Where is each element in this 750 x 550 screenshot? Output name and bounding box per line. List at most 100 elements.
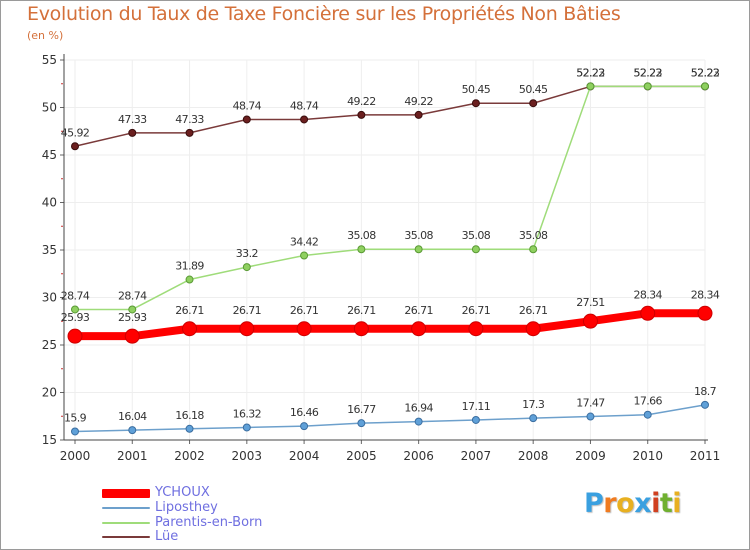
y-tick-label: 30: [42, 291, 57, 305]
logo-letter: i: [672, 488, 682, 519]
data-point-parentis-en-born: [701, 82, 709, 91]
data-point-l-e: [357, 110, 366, 119]
x-tick-label: 2000: [60, 449, 91, 463]
data-point-ychoux: [697, 305, 713, 321]
data-point-liposthey: [242, 423, 251, 432]
legend-item-liposthey: Liposthey: [102, 501, 218, 515]
data-point-liposthey: [529, 414, 538, 423]
data-label-l-e: 47.33: [118, 113, 147, 126]
data-label-parentis-en-born: 35.08: [462, 229, 491, 242]
logo-letter: r: [603, 488, 617, 519]
series-line-ychoux: [71, 309, 709, 341]
data-label-ychoux: 26.71: [175, 304, 204, 317]
data-label-l-e: 52.22: [691, 66, 720, 79]
data-point-parentis-en-born: [357, 245, 366, 254]
data-point-parentis-en-born: [643, 82, 652, 91]
data-label-parentis-en-born: 34.42: [290, 236, 319, 249]
data-label-liposthey: 16.04: [118, 410, 147, 423]
data-label-ychoux: 26.71: [347, 304, 376, 317]
data-label-ychoux: 27.51: [576, 296, 605, 309]
data-point-ychoux: [353, 321, 369, 337]
data-point-parentis-en-born: [71, 305, 79, 314]
data-label-ychoux: 26.71: [462, 304, 491, 317]
data-point-parentis-en-born: [586, 82, 595, 91]
data-label-l-e: 47.33: [175, 113, 204, 126]
y-tick-label: 45: [42, 148, 57, 162]
data-label-ychoux: 26.71: [290, 304, 319, 317]
logo-letter: i: [651, 488, 660, 519]
data-point-ychoux: [582, 313, 598, 329]
y-tick-label: 15: [42, 433, 57, 447]
y-tick-label: 20: [42, 386, 57, 400]
data-label-l-e: 45.92: [61, 126, 90, 139]
data-point-liposthey: [701, 400, 709, 409]
data-point-parentis-en-born: [300, 251, 309, 260]
x-tick-label: 2002: [174, 449, 205, 463]
data-point-ychoux: [239, 321, 255, 337]
legend-item-l-e: Lüe: [102, 530, 178, 544]
data-label-parentis-en-born: 28.74: [61, 289, 90, 302]
data-point-ychoux: [468, 321, 484, 337]
legend-label: YCHOUX: [155, 485, 210, 500]
data-point-liposthey: [471, 415, 480, 424]
x-tick-label: 2010: [632, 449, 663, 463]
data-label-liposthey: 16.94: [404, 402, 433, 415]
data-point-l-e: [242, 115, 251, 124]
data-point-parentis-en-born: [242, 263, 251, 272]
data-point-ychoux: [182, 321, 198, 337]
logo-letter: t: [659, 488, 673, 519]
chart-title: Evolution du Taux de Taxe Foncière sur l…: [27, 3, 621, 25]
data-point-liposthey: [185, 424, 194, 433]
x-tick-label: 2003: [232, 449, 263, 463]
data-point-liposthey: [586, 412, 595, 421]
logo-letter: o: [616, 488, 635, 519]
data-label-liposthey: 17.11: [462, 400, 491, 413]
data-label-ychoux: 26.71: [404, 304, 433, 317]
data-label-parentis-en-born: 35.08: [347, 229, 376, 242]
x-tick-label: 2006: [403, 449, 434, 463]
data-label-parentis-en-born: 28.74: [118, 289, 147, 302]
y-tick-label: 40: [42, 196, 57, 210]
data-point-l-e: [300, 115, 309, 124]
y-tick-label: 55: [42, 53, 57, 67]
data-point-liposthey: [414, 417, 423, 426]
data-label-liposthey: 17.47: [576, 397, 605, 410]
data-label-ychoux: 28.34: [633, 288, 662, 301]
x-tick-label: 2011: [690, 449, 721, 463]
data-point-ychoux: [525, 321, 541, 337]
data-label-l-e: 49.22: [347, 95, 376, 108]
data-point-l-e: [71, 142, 79, 151]
x-tick-label: 2005: [346, 449, 377, 463]
y-tick-label: 50: [42, 101, 57, 115]
data-point-liposthey: [300, 422, 309, 431]
legend-swatch: [102, 536, 150, 538]
data-label-ychoux: 28.34: [691, 288, 720, 301]
legend-swatch: [102, 522, 150, 524]
data-label-liposthey: 16.32: [233, 407, 262, 420]
data-label-ychoux: 25.93: [61, 311, 90, 324]
series-line-parentis-en-born: [74, 85, 706, 311]
legend-item-ychoux: YCHOUX: [102, 486, 210, 500]
x-tick-label: 2009: [575, 449, 606, 463]
data-label-l-e: 52.22: [576, 66, 605, 79]
data-label-liposthey: 16.18: [175, 409, 204, 422]
data-point-ychoux: [296, 321, 312, 337]
legend-swatch: [102, 488, 150, 498]
data-point-l-e: [471, 99, 480, 108]
y-tick-label: 25: [42, 338, 57, 352]
data-point-parentis-en-born: [471, 245, 480, 254]
data-label-l-e: 48.74: [290, 99, 319, 112]
data-point-l-e: [128, 128, 137, 137]
data-point-l-e: [414, 110, 423, 119]
legend-swatch: [102, 507, 150, 509]
data-label-liposthey: 17.3: [522, 398, 545, 411]
x-tick-label: 2004: [289, 449, 320, 463]
legend-label: Liposthey: [155, 500, 218, 515]
y-tick-label: 35: [42, 243, 57, 257]
data-point-parentis-en-born: [128, 305, 137, 314]
data-label-parentis-en-born: 35.08: [404, 229, 433, 242]
x-tick-label: 2008: [518, 449, 549, 463]
data-label-liposthey: 16.77: [347, 403, 376, 416]
